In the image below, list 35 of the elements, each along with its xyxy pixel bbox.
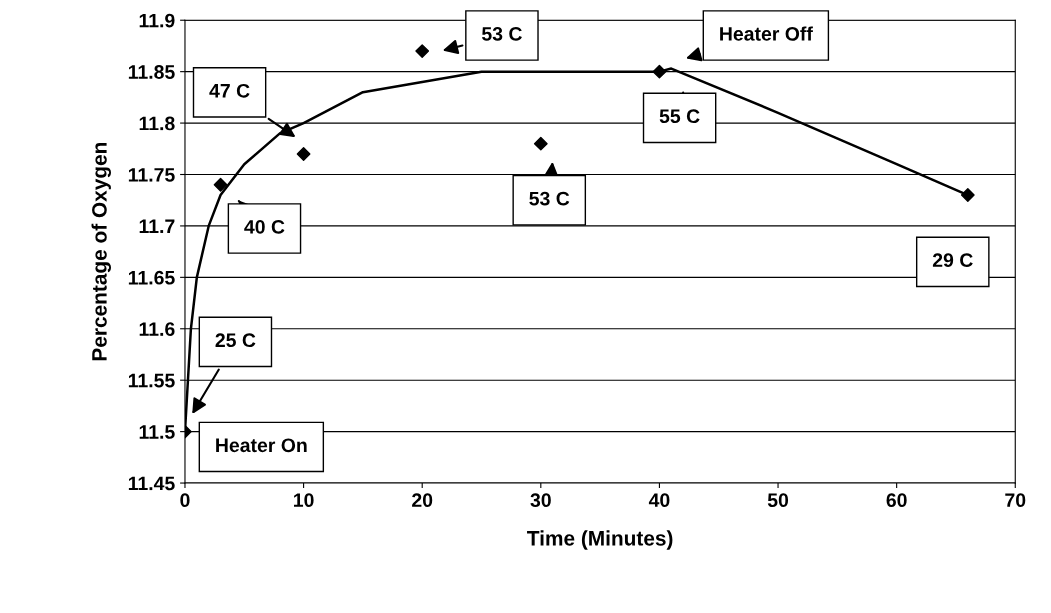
annotation: 29 C — [932, 253, 973, 268]
point — [296, 147, 311, 161]
x-tick-label: 40 — [648, 493, 670, 508]
point — [213, 177, 228, 192]
point — [533, 136, 548, 151]
y-tick-label: 11.7 — [139, 219, 175, 233]
x-axis-title: Time (Minutes) — [527, 530, 673, 550]
annotation: 40 C — [244, 219, 285, 234]
point — [415, 44, 430, 58]
y-tick-label: 11.45 — [128, 476, 175, 491]
x-tick-label: 0 — [180, 493, 190, 508]
y-tick-label: 11.75 — [128, 168, 175, 182]
x-tick-label: 50 — [767, 493, 789, 508]
x-tick-label: 30 — [530, 493, 551, 508]
y-tick-label: 11.5 — [139, 425, 175, 439]
point — [652, 64, 667, 79]
y-tick-label: 11.8 — [139, 116, 175, 131]
annotation: 55 C — [659, 109, 700, 124]
annotation: 25 C — [215, 333, 256, 348]
y-tick-label: 11.9 — [139, 13, 175, 28]
point — [960, 188, 975, 202]
x-tick-label: 10 — [294, 493, 314, 508]
annotation: 47 C — [209, 83, 250, 98]
annotation: Heater Off — [720, 26, 813, 41]
annotation: 53 C — [529, 191, 570, 206]
y-axis-title: Percentage of Oxygen — [91, 142, 111, 361]
y-tick-label: 11.85 — [128, 65, 175, 79]
y-tick-label: 11.6 — [139, 322, 175, 337]
y-tick-label: 11.65 — [128, 270, 175, 285]
annotation: 53 C — [481, 26, 522, 41]
x-tick-label: 60 — [886, 493, 907, 508]
x-tick-label: 70 — [1005, 493, 1026, 508]
annotation: Heater On — [216, 438, 307, 453]
y-tick-label: 11.55 — [128, 373, 175, 388]
x-tick-label: 20 — [412, 493, 433, 508]
